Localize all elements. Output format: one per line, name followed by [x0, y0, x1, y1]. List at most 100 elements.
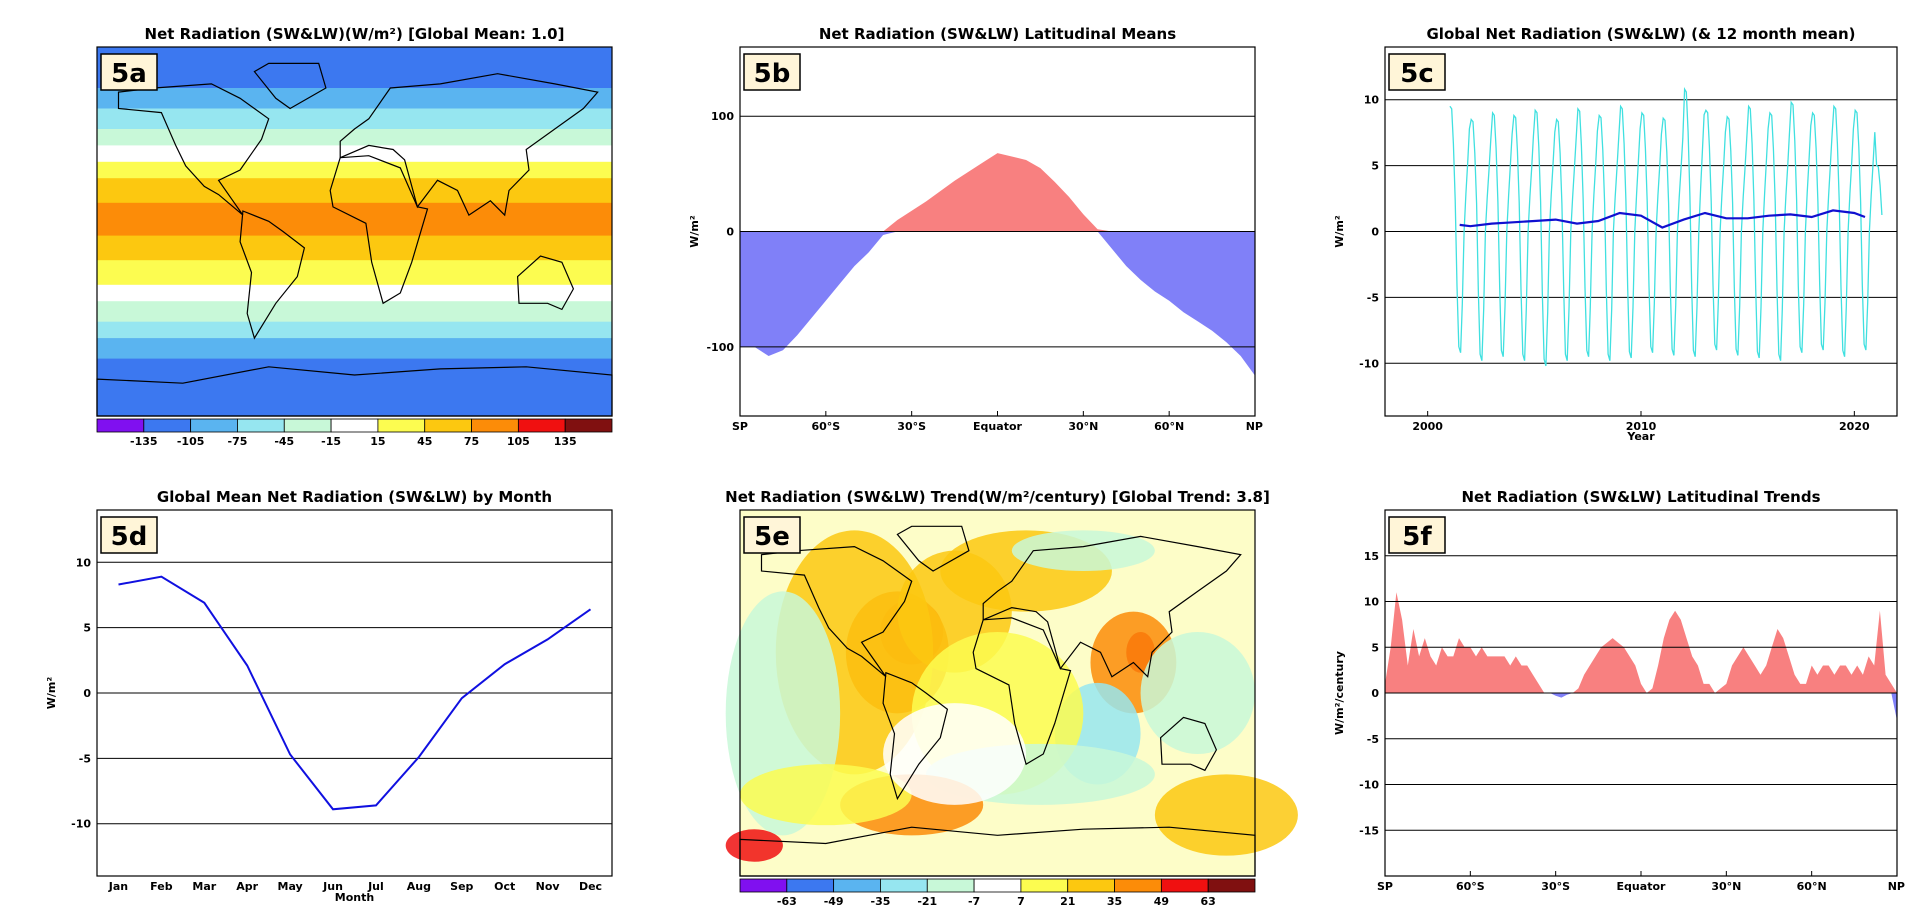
colorbar-swatch	[739, 878, 788, 893]
x-tick-label: 30°N	[1711, 880, 1741, 893]
chart-title: Global Mean Net Radiation (SW&LW) by Mon…	[157, 488, 552, 506]
x-tick-label: SP	[732, 420, 748, 433]
y-axis-label: W/m²	[1333, 215, 1346, 248]
running-mean-line	[1459, 209, 1866, 229]
plot-frame	[1384, 46, 1898, 417]
colorbar-swatch	[517, 418, 566, 433]
colorbar-swatch	[377, 418, 426, 433]
x-tick-label: SP	[1377, 880, 1393, 893]
x-tick-label: Dec	[579, 880, 602, 893]
x-tick-label: 60°S	[1456, 880, 1485, 893]
zonal-band	[97, 321, 612, 339]
zonal-band	[97, 301, 612, 323]
colorbar-label: 105	[507, 435, 530, 448]
zonal-band	[97, 235, 612, 261]
colorbar-label: 21	[1060, 895, 1075, 908]
y-tick-label: 0	[83, 687, 91, 700]
x-tick-label: 2000	[1412, 420, 1443, 433]
zonal-band	[97, 260, 612, 286]
chart-title: Net Radiation (SW&LW)(W/m²) [Global Mean…	[145, 25, 565, 43]
y-axis-label: W/m²	[688, 215, 701, 248]
y-tick-label: 0	[1371, 687, 1379, 700]
zonal-band	[97, 88, 612, 109]
trend-region	[883, 703, 1027, 805]
y-tick-label: -100	[706, 341, 734, 354]
continent-outline	[982, 535, 1242, 678]
panel-label: 5c	[1400, 59, 1434, 89]
trend-region	[740, 764, 912, 826]
panel-label-box	[743, 53, 801, 91]
x-tick-label: May	[278, 880, 303, 893]
x-tick-label: Feb	[150, 880, 173, 893]
colorbar-label: -135	[130, 435, 158, 448]
colorbar-label: 49	[1154, 895, 1169, 908]
panel-label: 5d	[111, 522, 148, 552]
x-tick-label: Jul	[367, 880, 384, 893]
zonal-band	[97, 284, 612, 302]
x-tick-label: Jan	[108, 880, 128, 893]
x-axis-label: Month	[335, 891, 374, 904]
colorbar-label: 75	[464, 435, 479, 448]
trend-region	[1154, 774, 1298, 856]
continent-outline	[760, 545, 913, 678]
zonal-band	[97, 129, 612, 146]
continent-outline	[882, 671, 949, 801]
chart-title: Global Net Radiation (SW&LW) (& 12 month…	[1427, 25, 1856, 43]
colorbar-label: -49	[824, 895, 844, 908]
plot-frame	[96, 509, 613, 877]
y-tick-label: 5	[1371, 160, 1379, 173]
panel-label: 5b	[754, 59, 791, 89]
colorbar-swatch	[1114, 878, 1162, 893]
y-tick-label: 5	[83, 622, 91, 635]
colorbar-label: -105	[177, 435, 205, 448]
y-axis-label: W/m²/century	[1333, 651, 1346, 735]
x-tick-label: 60°N	[1797, 880, 1827, 893]
x-tick-label: 30°S	[1541, 880, 1570, 893]
colorbar-swatch	[424, 418, 472, 433]
plot-frame	[739, 509, 1256, 877]
colorbar-swatch	[1020, 878, 1069, 893]
x-tick-label: Sep	[450, 880, 473, 893]
x-tick-label: Equator	[973, 420, 1022, 433]
continent-outline	[253, 62, 327, 110]
x-tick-label: Oct	[494, 880, 515, 893]
continent-outline	[516, 255, 575, 311]
colorbar-label: -15	[321, 435, 341, 448]
x-tick-label: Mar	[192, 880, 216, 893]
colorbar-label: 7	[1017, 895, 1025, 908]
y-tick-label: 100	[711, 110, 734, 123]
y-tick-label: -10	[1359, 779, 1379, 792]
zonal-band	[97, 358, 612, 417]
y-axis-label: W/m²	[45, 677, 58, 710]
y-tick-label: 10	[1364, 94, 1380, 107]
y-tick-label: -5	[1367, 733, 1379, 746]
continent-outline	[339, 73, 599, 217]
y-tick-label: 0	[726, 226, 734, 239]
colorbar-swatch	[471, 418, 519, 433]
x-tick-label: NP	[1888, 880, 1905, 893]
panel-label: 5a	[111, 59, 147, 89]
trend-region	[1140, 632, 1256, 754]
x-tick-label: Equator	[1617, 880, 1666, 893]
colorbar-swatch	[786, 878, 835, 893]
y-tick-label: -5	[1367, 291, 1379, 304]
colorbar-swatch	[1160, 878, 1209, 893]
y-tick-label: -5	[79, 752, 91, 765]
y-tick-label: 15	[1364, 550, 1379, 563]
colorbar-swatch	[926, 878, 975, 893]
x-tick-label: 30°S	[897, 420, 926, 433]
colorbar-label: 45	[417, 435, 432, 448]
colorbar-swatch	[143, 418, 192, 433]
y-tick-label: 0	[1371, 226, 1379, 239]
x-tick-label: Jun	[322, 880, 343, 893]
zonal-band	[97, 338, 612, 360]
x-tick-label: 2010	[1626, 420, 1657, 433]
y-tick-label: 10	[1364, 596, 1380, 609]
chart-title: Net Radiation (SW&LW) Latitudinal Means	[819, 25, 1176, 43]
colorbar-swatch	[833, 878, 881, 893]
plot-frame	[96, 46, 613, 417]
plot-frame	[1384, 509, 1898, 877]
x-tick-label: NP	[1246, 420, 1263, 433]
colorbar-label: -75	[228, 435, 248, 448]
colorbar-swatch	[564, 418, 613, 433]
